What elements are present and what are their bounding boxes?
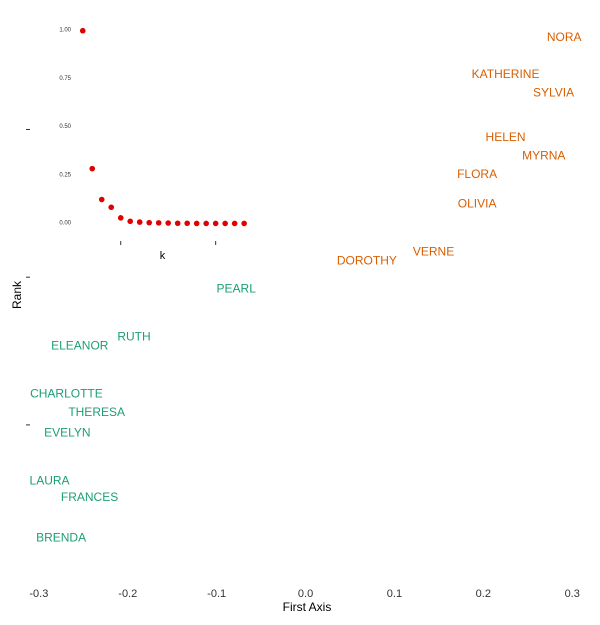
x-tick-label: 0.0 [298, 588, 313, 600]
x-tick-label: -0.2 [118, 588, 137, 600]
main-x-axis: -0.3 -0.2 -0.1 0.0 0.1 0.2 0.3 [29, 588, 579, 600]
inset-point [146, 219, 153, 226]
point-label: MYRNA [522, 148, 565, 162]
inset-y-tick-label: 0.75 [59, 76, 71, 82]
x-tick-label: 0.3 [565, 588, 580, 600]
inset-point [184, 220, 190, 227]
point-label: BRENDA [36, 531, 86, 545]
main-point-labels: NORA KATHERINE SYLVIA HELEN MYRNA FLORA OLIVIA… [30, 30, 582, 544]
point-label: OLIVIA [458, 196, 497, 210]
inset-point [174, 220, 181, 227]
point-label: LAURA [30, 473, 70, 487]
inset-point [89, 165, 96, 172]
x-tick-label: -0.3 [29, 588, 48, 600]
x-tick-label: -0.1 [207, 588, 226, 600]
x-tick-label: 0.2 [476, 588, 491, 600]
inset-point [212, 220, 219, 227]
inset-scree-plot: 0.00 0.25 0.50 0.75 1.00 k [59, 28, 247, 262]
inset-point [203, 220, 209, 227]
point-label: VERNE [413, 244, 454, 258]
inset-point [79, 27, 86, 34]
inset-point [231, 220, 238, 227]
inset-point [222, 220, 228, 227]
point-label: SYLVIA [533, 86, 574, 100]
point-label: HELEN [486, 130, 526, 144]
inset-y-tick-label: 0.50 [59, 124, 71, 130]
inset-y-tick-label: 0.00 [59, 221, 71, 227]
point-label: DOROTHY [337, 254, 397, 268]
point-label: CHARLOTTE [30, 387, 103, 401]
inset-point [193, 220, 200, 227]
inset-point [98, 196, 105, 203]
point-label: KATHERINE [472, 67, 540, 81]
inset-point [155, 220, 162, 226]
inset-point [165, 220, 171, 226]
inset-y-tick-label: 0.25 [59, 172, 71, 178]
inset-point [136, 219, 143, 225]
point-label: FLORA [457, 167, 497, 181]
point-label: EVELYN [44, 425, 90, 439]
main-y-axis-ticks [26, 128, 30, 426]
point-label: PEARL [217, 281, 257, 295]
point-label: RUTH [117, 329, 150, 343]
inset-point [108, 204, 115, 211]
x-axis-title: First Axis [283, 600, 332, 614]
inset-point [241, 220, 247, 227]
x-tick-label: 0.1 [387, 588, 402, 600]
point-label: FRANCES [61, 490, 118, 504]
inset-x-axis-title: k [160, 250, 166, 262]
point-label: NORA [547, 30, 582, 44]
inset-point [117, 215, 124, 221]
point-label: ELEANOR [51, 339, 109, 353]
inset-point [127, 218, 134, 225]
point-label: THERESA [68, 405, 125, 419]
y-axis-title: Rank [10, 280, 24, 309]
inset-y-tick-label: 1.00 [59, 28, 71, 34]
